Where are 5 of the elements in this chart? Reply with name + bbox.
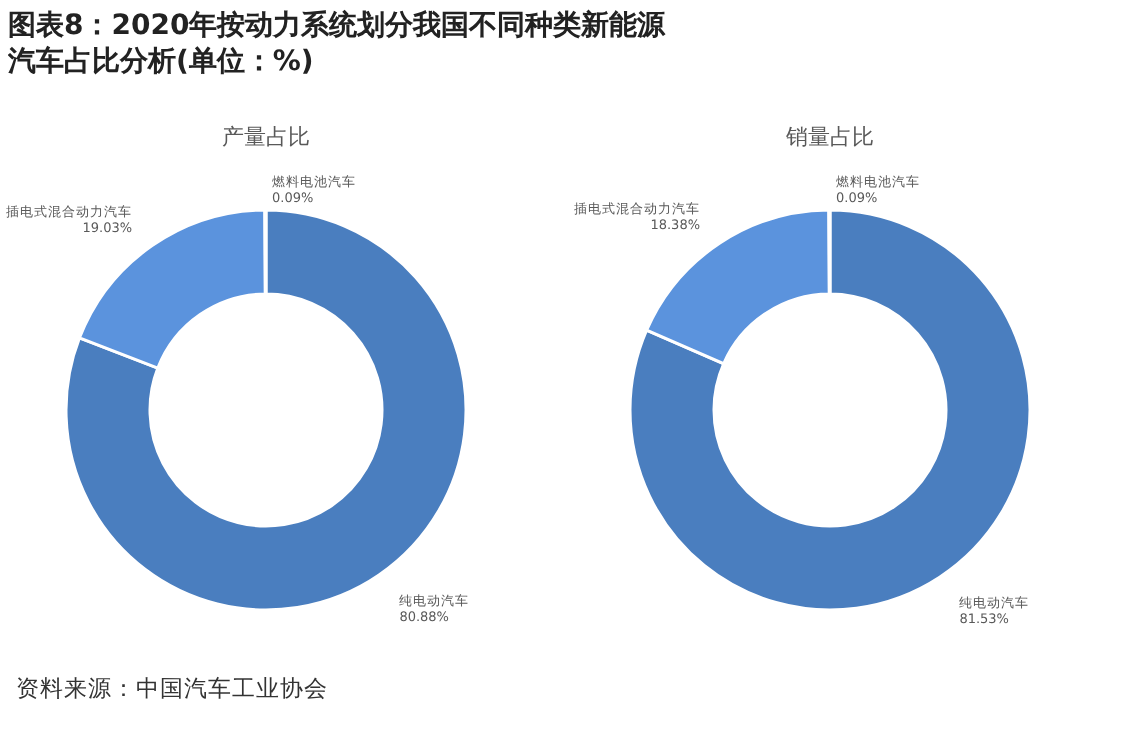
text: 资料来源：中国汽车工业协会 <box>16 674 328 702</box>
chart-title: 销量占比 <box>784 124 874 150</box>
text: 图表8：2020年按动力系统划分我国不同种类新能源汽车占比分析(单位：%) <box>8 8 668 80</box>
donut-slice <box>64 208 468 612</box>
chart-title: 产量占比 <box>222 124 310 150</box>
